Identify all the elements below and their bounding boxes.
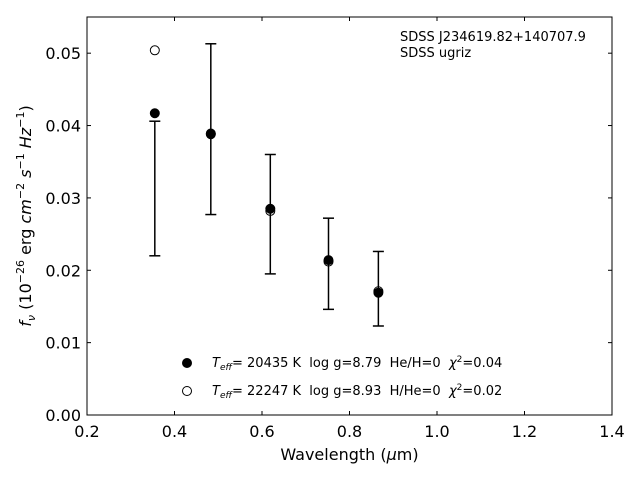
y-tick-label: 0.01 (45, 334, 81, 353)
x-tick-label: 0.6 (249, 422, 274, 441)
y-axis-label: fν (10−26 erg cm−2 s−1 Hz−1) (14, 105, 38, 326)
y-tick-label: 0.03 (45, 189, 81, 208)
x-tick-label: 1.0 (424, 422, 449, 441)
x-axis-label: Wavelength (μm) (280, 445, 418, 464)
data-point-open (323, 256, 334, 267)
x-tick-label: 1.4 (599, 422, 624, 441)
y-tick-label: 0.00 (45, 406, 81, 425)
model-points (149, 45, 384, 298)
x-tick-label: 0.2 (74, 422, 99, 441)
x-tick-label: 0.4 (162, 422, 187, 441)
x-tick-label: 1.2 (512, 422, 537, 441)
observed-errorbars (149, 43, 384, 327)
legend-marker-open (182, 386, 192, 396)
x-axis: 0.2 0.4 0.6 0.8 1.0 1.2 1.4 (74, 17, 625, 441)
legend: Teff= 20435 K log g=8.79 He/H=0 χ2=0.04 … (182, 355, 502, 401)
annotation-filters: SDSS ugriz (400, 46, 471, 61)
x-tick-label: 0.8 (337, 422, 362, 441)
data-point-open (149, 45, 160, 56)
y-axis: 0.00 0.01 0.02 0.03 0.04 0.05 (45, 44, 612, 425)
y-tick-label: 0.05 (45, 44, 81, 63)
data-point-open (373, 286, 384, 297)
data-point-filled (149, 108, 160, 119)
y-tick-label: 0.04 (45, 117, 81, 136)
legend-label-2: Teff= 22247 K log g=8.93 H/He=0 χ2=0.02 (212, 383, 502, 401)
legend-marker-filled (182, 358, 192, 368)
y-tick-label: 0.02 (45, 261, 81, 280)
legend-label-1: Teff= 20435 K log g=8.79 He/H=0 χ2=0.04 (212, 355, 502, 373)
annotation-object: SDSS J234619.82+140707.9 (400, 30, 586, 45)
data-point-open (265, 205, 276, 216)
data-point-open (205, 129, 216, 140)
